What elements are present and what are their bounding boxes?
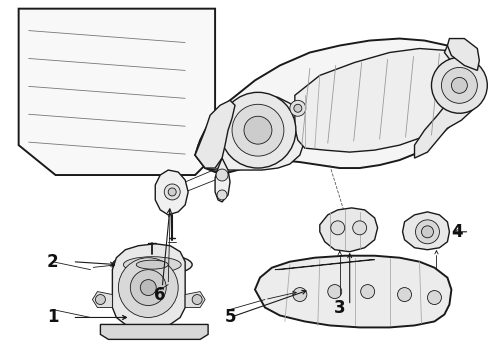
Polygon shape [195,39,477,172]
Circle shape [216,169,228,181]
Circle shape [96,294,105,305]
Polygon shape [195,100,235,168]
Circle shape [328,285,342,298]
Polygon shape [403,212,449,250]
Polygon shape [93,292,112,307]
Circle shape [168,188,176,196]
Circle shape [130,270,166,306]
Polygon shape [195,95,305,170]
Circle shape [192,294,202,305]
Polygon shape [320,208,378,252]
Text: 1: 1 [47,309,58,327]
Polygon shape [19,9,215,175]
Circle shape [427,291,441,305]
Circle shape [441,67,477,103]
Text: 4: 4 [452,223,463,241]
Circle shape [397,288,412,302]
Circle shape [331,221,345,235]
Circle shape [119,258,178,318]
Polygon shape [447,39,479,71]
Circle shape [244,116,272,144]
Polygon shape [112,244,185,328]
Circle shape [421,226,434,238]
Polygon shape [275,260,375,270]
Circle shape [220,92,296,168]
Polygon shape [255,256,451,328]
Text: 6: 6 [154,285,166,303]
Circle shape [232,104,284,156]
Polygon shape [185,292,205,307]
Text: 3: 3 [334,298,345,316]
Circle shape [293,288,307,302]
Circle shape [140,280,156,296]
Circle shape [353,221,367,235]
Ellipse shape [123,257,181,273]
Ellipse shape [136,260,168,269]
Polygon shape [215,158,230,202]
Text: 2: 2 [47,253,58,271]
Circle shape [164,184,180,200]
Polygon shape [295,49,471,152]
Circle shape [416,220,440,244]
Text: 5: 5 [224,309,236,327]
Circle shape [361,285,375,298]
Circle shape [290,100,306,116]
Ellipse shape [112,254,192,276]
Circle shape [432,58,488,113]
Circle shape [217,190,227,200]
Circle shape [451,77,467,93]
Circle shape [294,104,302,112]
Polygon shape [155,170,188,215]
Polygon shape [415,45,479,158]
Polygon shape [100,324,208,339]
